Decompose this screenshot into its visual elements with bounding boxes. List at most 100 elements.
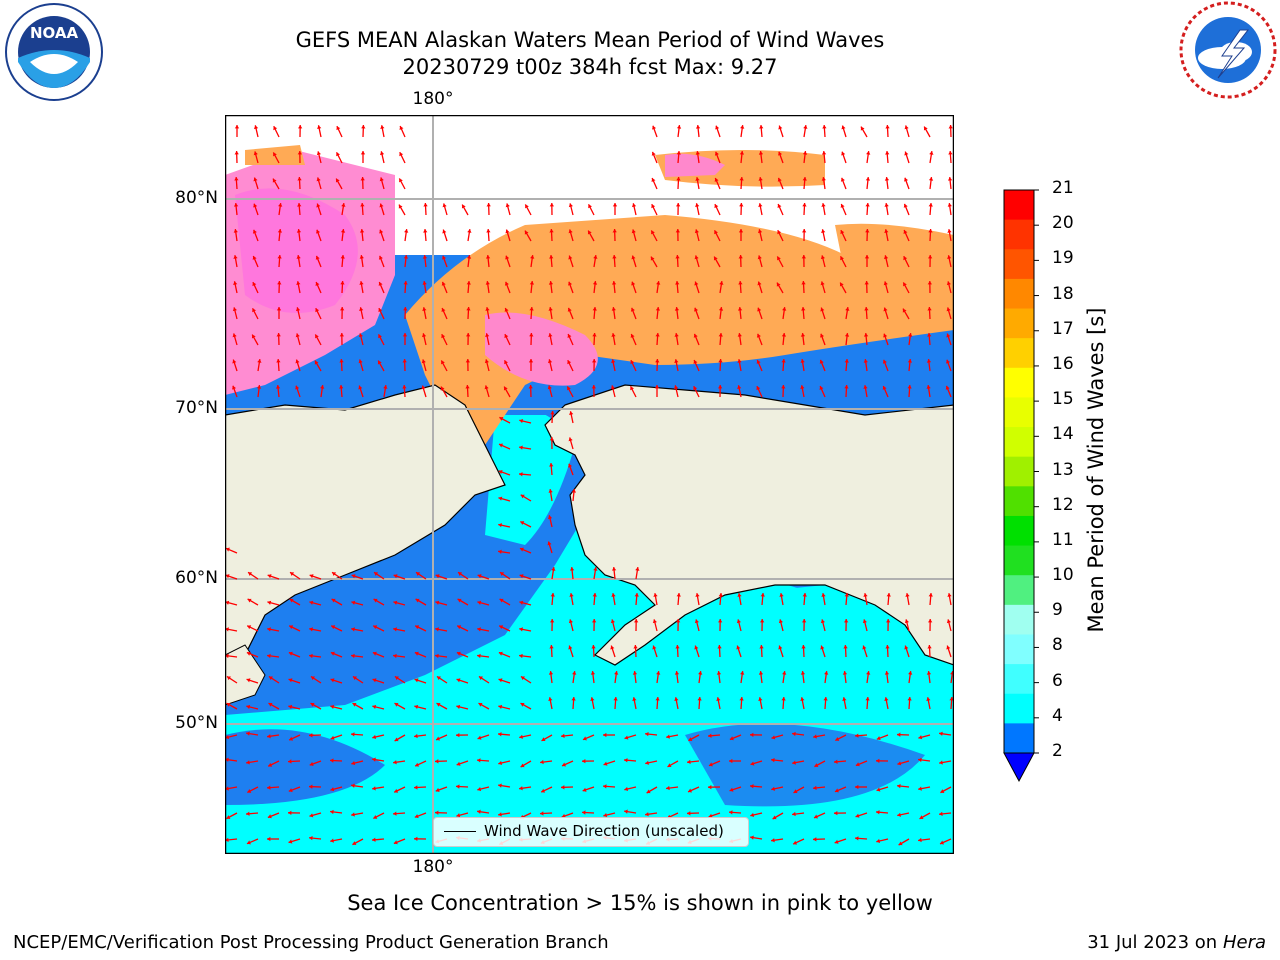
wind-wave-arrowhead bbox=[771, 838, 775, 843]
wind-wave-arrowhead bbox=[655, 307, 661, 311]
wind-wave-arrowhead bbox=[864, 281, 869, 285]
wind-wave-arrowhead bbox=[289, 625, 294, 630]
wind-wave-arrowhead bbox=[567, 307, 572, 312]
caption: Sea Ice Concentration > 15% is shown in … bbox=[347, 891, 933, 915]
wind-wave-arrowhead bbox=[372, 651, 377, 656]
wind-wave-arrowhead bbox=[504, 360, 508, 365]
wind-wave-arrowhead bbox=[633, 645, 638, 649]
wind-wave-arrowhead bbox=[519, 472, 523, 477]
colorbar-tick-label: 21 bbox=[1052, 178, 1074, 198]
wind-wave-arrowhead bbox=[866, 151, 871, 155]
wind-wave-arrowhead bbox=[309, 835, 313, 841]
wind-wave-arrowhead bbox=[421, 333, 427, 338]
wind-wave-arrowhead bbox=[248, 572, 253, 576]
wind-wave-arrowhead bbox=[572, 671, 577, 675]
wind-wave-arrowhead bbox=[232, 307, 237, 312]
wind-wave-arrowhead bbox=[946, 333, 951, 338]
wind-wave-arrowhead bbox=[821, 593, 826, 597]
wind-wave-arrowhead bbox=[782, 671, 787, 675]
wind-wave-arrowhead bbox=[393, 811, 397, 816]
wind-wave-arrowhead bbox=[247, 625, 252, 630]
wind-wave-arrowhead bbox=[694, 255, 699, 260]
wind-wave-arrowhead bbox=[310, 702, 315, 707]
wind-wave-arrowhead bbox=[860, 126, 865, 131]
footer-left: NCEP/EMC/Verification Post Processing Pr… bbox=[13, 932, 609, 953]
wind-wave-arrowhead bbox=[498, 651, 503, 656]
wind-wave-arrowhead bbox=[819, 359, 824, 364]
wind-wave-map bbox=[224, 114, 955, 855]
wind-wave-arrowhead bbox=[233, 229, 238, 233]
wind-wave-arrowhead bbox=[758, 671, 764, 675]
wind-wave-arrowhead bbox=[561, 733, 565, 739]
colorbar-segment bbox=[1004, 190, 1034, 221]
wind-wave-arrowhead bbox=[771, 757, 775, 763]
wind-wave-arrowhead bbox=[624, 786, 629, 792]
wind-wave-arrowhead bbox=[713, 256, 718, 261]
wind-wave-arrowhead bbox=[548, 281, 554, 285]
wind-wave-arrowhead bbox=[477, 787, 482, 792]
wind-wave-arrowhead bbox=[295, 359, 300, 364]
wind-wave-arrowhead bbox=[352, 676, 357, 681]
wind-wave-arrowhead bbox=[402, 385, 407, 389]
wind-wave-arrowhead bbox=[234, 125, 240, 129]
wind-wave-arrowhead bbox=[351, 783, 355, 788]
wind-wave-arrowhead bbox=[897, 732, 901, 737]
wind-wave-arrowhead bbox=[519, 445, 523, 450]
wind-wave-arrowhead bbox=[801, 645, 806, 649]
wind-wave-arrowhead bbox=[551, 567, 556, 571]
wind-wave-arrowhead bbox=[477, 735, 482, 740]
wind-wave-arrowhead bbox=[505, 229, 510, 234]
wind-wave-arrowhead bbox=[603, 813, 608, 818]
wind-wave-arrowhead bbox=[352, 702, 357, 707]
wind-wave-arrowhead bbox=[519, 600, 524, 605]
wind-wave-arrowhead bbox=[456, 651, 461, 656]
wind-wave-arrowhead bbox=[885, 645, 890, 649]
wind-wave-arrowhead bbox=[655, 697, 660, 701]
wind-wave-arrowhead bbox=[378, 308, 383, 313]
wind-wave-arrowhead bbox=[335, 178, 340, 183]
wind-wave-arrowhead bbox=[358, 385, 363, 390]
wind-wave-arrowhead bbox=[947, 177, 953, 181]
wind-wave-arrowhead bbox=[277, 229, 283, 233]
colorbar-segment bbox=[1004, 397, 1034, 428]
wind-wave-arrowhead bbox=[800, 671, 806, 675]
map-legend: Wind Wave Direction (unscaled) bbox=[433, 817, 749, 847]
wind-wave-arrowhead bbox=[330, 838, 334, 843]
wind-wave-arrowhead bbox=[740, 125, 745, 129]
wind-wave-arrowhead bbox=[884, 671, 890, 675]
wind-wave-arrowhead bbox=[610, 385, 615, 390]
wind-wave-arrowhead bbox=[456, 678, 461, 683]
wind-wave-arrowhead bbox=[611, 593, 616, 597]
wind-wave-arrowhead bbox=[548, 333, 553, 337]
wind-wave-arrowhead bbox=[655, 333, 660, 337]
wind-wave-arrowhead bbox=[676, 151, 681, 155]
wind-wave-arrowhead bbox=[246, 840, 251, 845]
wind-wave-arrowhead bbox=[314, 360, 319, 365]
wind-wave-arrowhead bbox=[757, 281, 762, 286]
wind-wave-arrowhead bbox=[708, 762, 713, 767]
wind-wave-arrowhead bbox=[458, 572, 463, 576]
wind-wave-arrowhead bbox=[758, 151, 764, 155]
wind-wave-arrowhead bbox=[756, 386, 761, 391]
wind-wave-arrowhead bbox=[421, 385, 426, 390]
wind-wave-arrowhead bbox=[360, 177, 365, 181]
wind-wave-arrowhead bbox=[485, 333, 490, 338]
wind-wave-arrowhead bbox=[820, 645, 825, 650]
wind-wave-arrowhead bbox=[246, 704, 251, 709]
wind-wave-arrowhead bbox=[550, 593, 555, 597]
wind-wave-arrowhead bbox=[309, 574, 314, 579]
wind-wave-arrowhead bbox=[855, 762, 860, 767]
wind-wave-arrowhead bbox=[309, 627, 313, 632]
wind-wave-arrowhead bbox=[883, 333, 888, 338]
wind-wave-arrowhead bbox=[341, 203, 346, 207]
wind-wave-arrowhead bbox=[865, 697, 870, 701]
wind-wave-arrowhead bbox=[498, 812, 502, 817]
wind-wave-arrowhead bbox=[383, 385, 388, 389]
wind-wave-arrowhead bbox=[757, 307, 762, 312]
wind-wave-arrowhead bbox=[498, 470, 503, 475]
wind-wave-arrowhead bbox=[339, 333, 344, 337]
wind-wave-arrowhead bbox=[295, 307, 301, 312]
wind-wave-arrowhead bbox=[840, 177, 845, 182]
wind-wave-arrowhead bbox=[885, 125, 890, 129]
wind-wave-arrowhead bbox=[688, 788, 692, 793]
